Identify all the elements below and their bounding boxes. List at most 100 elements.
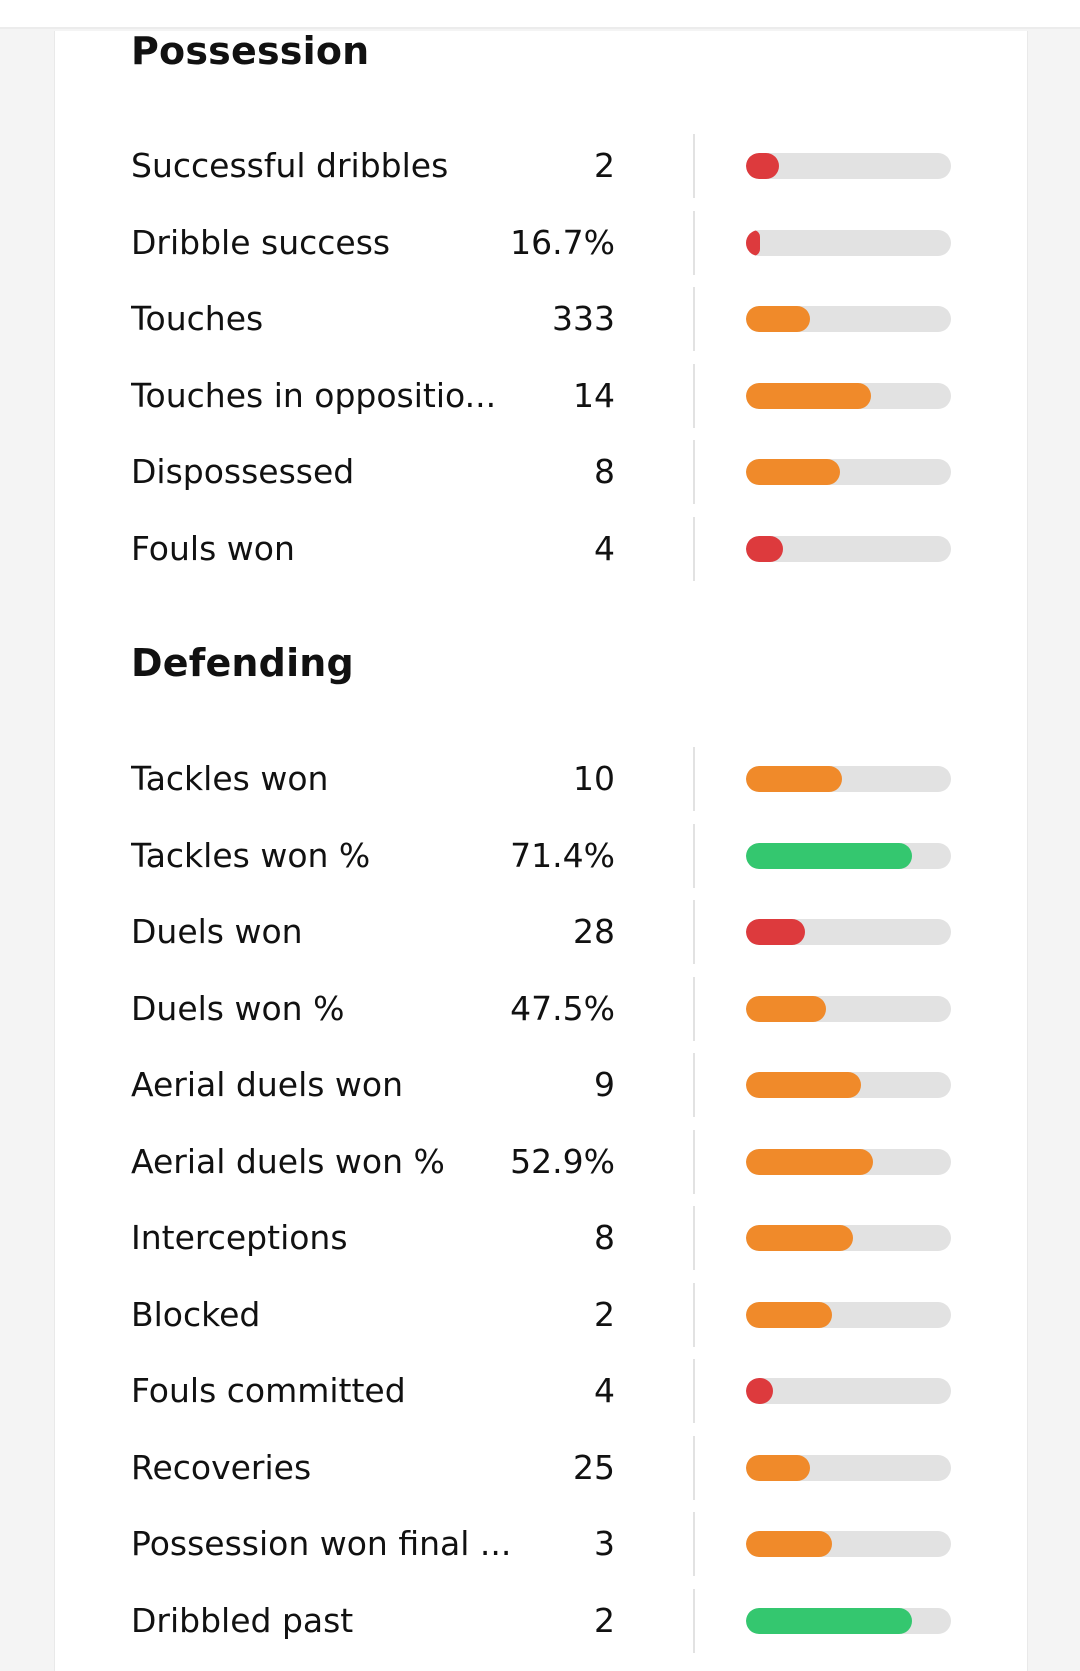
- section-title-defending: Defending: [131, 641, 354, 685]
- percentile-bar-fill: [746, 919, 806, 945]
- stat-row[interactable]: Tackles won % 71.4%: [0, 824, 1080, 888]
- percentile-bar: [746, 996, 951, 1022]
- percentile-bar: [746, 1531, 951, 1557]
- column-divider: [693, 824, 695, 888]
- percentile-bar: [746, 1225, 951, 1251]
- stat-label: Tackles won: [131, 759, 329, 798]
- stat-value: 2: [594, 1601, 615, 1640]
- stat-row[interactable]: Dribbled past 2: [0, 1589, 1080, 1653]
- stat-value: 9: [594, 1065, 615, 1104]
- top-strip: [0, 0, 1080, 29]
- percentile-bar: [746, 306, 951, 332]
- column-divider: [693, 211, 695, 275]
- percentile-bar-fill: [746, 766, 843, 792]
- stat-label: Duels won %: [131, 989, 345, 1028]
- stat-label: Possession won final ...: [131, 1524, 512, 1563]
- stat-label: Touches in oppositio...: [131, 376, 497, 415]
- percentile-bar: [746, 1149, 951, 1175]
- stat-label: Dribbled past: [131, 1601, 354, 1640]
- stat-value: 71.4%: [510, 836, 615, 875]
- column-divider: [693, 1589, 695, 1653]
- stat-value: 333: [552, 299, 615, 338]
- column-divider: [693, 1130, 695, 1194]
- column-divider: [693, 364, 695, 428]
- stat-value: 10: [573, 759, 615, 798]
- percentile-bar-fill: [746, 1225, 853, 1251]
- stat-label: Dribble success: [131, 223, 391, 262]
- percentile-bar: [746, 459, 951, 485]
- percentile-bar: [746, 1302, 951, 1328]
- column-divider: [693, 747, 695, 811]
- column-divider: [693, 1283, 695, 1347]
- stat-row[interactable]: Duels won % 47.5%: [0, 977, 1080, 1041]
- stat-value: 2: [594, 146, 615, 185]
- percentile-bar: [746, 1378, 951, 1404]
- percentile-bar-fill: [746, 1378, 773, 1404]
- percentile-bar: [746, 1455, 951, 1481]
- percentile-bar-fill: [746, 306, 810, 332]
- percentile-bar-fill: [746, 1608, 913, 1634]
- stat-label: Fouls won: [131, 529, 295, 568]
- column-divider: [693, 1436, 695, 1500]
- stat-row[interactable]: Tackles won 10: [0, 747, 1080, 811]
- percentile-bar-fill: [746, 996, 826, 1022]
- percentile-bar-fill: [746, 843, 913, 869]
- stat-value: 25: [573, 1448, 615, 1487]
- stat-row[interactable]: Duels won 28: [0, 900, 1080, 964]
- percentile-bar: [746, 153, 951, 179]
- stat-row[interactable]: Blocked 2: [0, 1283, 1080, 1347]
- stat-row[interactable]: Possession won final ... 3: [0, 1512, 1080, 1576]
- percentile-bar-fill: [746, 230, 761, 256]
- percentile-bar: [746, 383, 951, 409]
- stat-label: Touches: [131, 299, 264, 338]
- percentile-bar-fill: [746, 1149, 874, 1175]
- stat-row[interactable]: Recoveries 25: [0, 1436, 1080, 1500]
- stat-label: Interceptions: [131, 1218, 348, 1257]
- percentile-bar: [746, 230, 951, 256]
- stat-value: 3: [594, 1524, 615, 1563]
- percentile-bar-fill: [746, 1072, 861, 1098]
- stat-label: Aerial duels won %: [131, 1142, 445, 1181]
- stat-label: Aerial duels won: [131, 1065, 404, 1104]
- stat-value: 14: [573, 376, 615, 415]
- column-divider: [693, 1512, 695, 1576]
- percentile-bar-fill: [746, 1455, 810, 1481]
- stat-label: Recoveries: [131, 1448, 312, 1487]
- stat-row[interactable]: Successful dribbles 2: [0, 134, 1080, 198]
- percentile-bar-fill: [746, 459, 841, 485]
- stat-value: 4: [594, 529, 615, 568]
- percentile-bar-fill: [746, 1302, 833, 1328]
- stat-row[interactable]: Aerial duels won % 52.9%: [0, 1130, 1080, 1194]
- stat-row[interactable]: Touches 333: [0, 287, 1080, 351]
- column-divider: [693, 517, 695, 581]
- percentile-bar-fill: [746, 153, 779, 179]
- stat-row[interactable]: Fouls committed 4: [0, 1359, 1080, 1423]
- stat-row[interactable]: Interceptions 8: [0, 1206, 1080, 1270]
- stat-label: Duels won: [131, 912, 303, 951]
- stat-row[interactable]: Touches in oppositio... 14: [0, 364, 1080, 428]
- stat-row[interactable]: Dribble success 16.7%: [0, 211, 1080, 275]
- percentile-bar-fill: [746, 383, 872, 409]
- column-divider: [693, 440, 695, 504]
- column-divider: [693, 977, 695, 1041]
- column-divider: [693, 1206, 695, 1270]
- percentile-bar: [746, 766, 951, 792]
- stat-value: 52.9%: [510, 1142, 615, 1181]
- stat-row[interactable]: Aerial duels won 9: [0, 1053, 1080, 1117]
- stat-value: 8: [594, 452, 615, 491]
- column-divider: [693, 900, 695, 964]
- column-divider: [693, 287, 695, 351]
- section-title-possession: Possession: [131, 29, 370, 73]
- stat-value: 47.5%: [510, 989, 615, 1028]
- stat-label: Dispossessed: [131, 452, 355, 491]
- stat-label: Successful dribbles: [131, 146, 449, 185]
- stat-value: 8: [594, 1218, 615, 1257]
- stat-row[interactable]: Fouls won 4: [0, 517, 1080, 581]
- stat-label: Tackles won %: [131, 836, 371, 875]
- stat-value: 28: [573, 912, 615, 951]
- column-divider: [693, 1053, 695, 1117]
- percentile-bar-fill: [746, 1531, 833, 1557]
- stat-value: 16.7%: [510, 223, 615, 262]
- stat-row[interactable]: Dispossessed 8: [0, 440, 1080, 504]
- stat-value: 4: [594, 1371, 615, 1410]
